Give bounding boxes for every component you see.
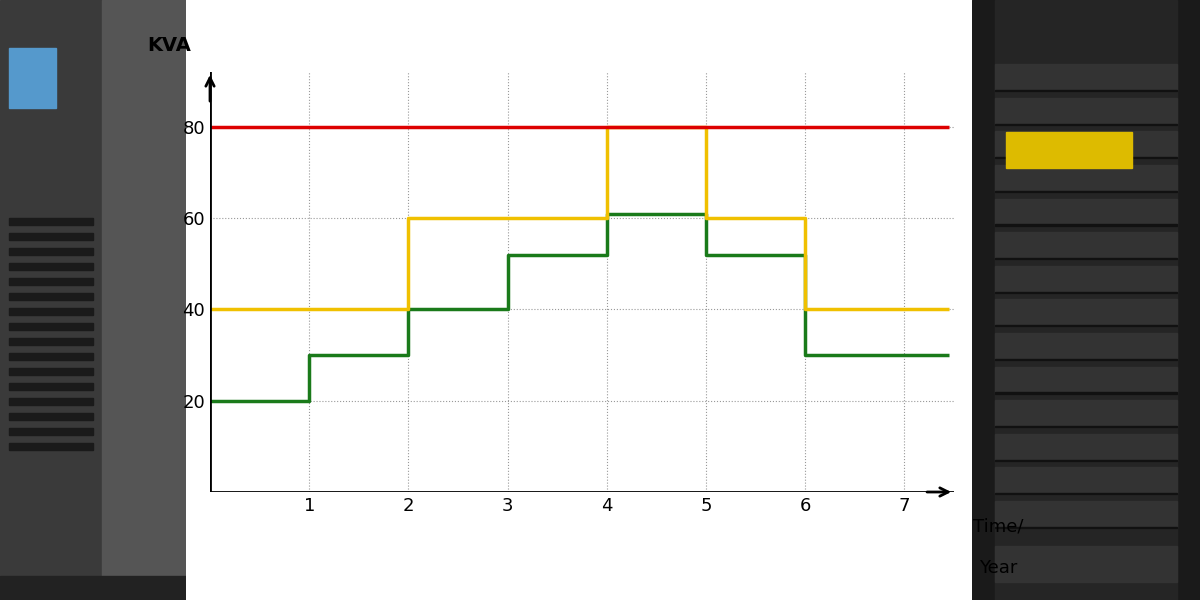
Bar xyxy=(995,266,1177,293)
Bar xyxy=(995,434,1177,461)
Bar xyxy=(995,460,1177,461)
Bar xyxy=(995,64,1177,91)
Bar xyxy=(995,527,1177,528)
Text: Year: Year xyxy=(979,559,1018,577)
Bar xyxy=(10,383,94,390)
Bar xyxy=(995,224,1177,226)
Text: Time/: Time/ xyxy=(973,517,1024,535)
Bar xyxy=(10,368,94,375)
Bar xyxy=(995,299,1177,326)
Bar xyxy=(995,392,1177,394)
Bar xyxy=(995,359,1177,360)
Bar xyxy=(10,323,94,330)
Bar xyxy=(10,353,94,360)
Bar xyxy=(995,400,1177,427)
Bar xyxy=(995,367,1177,394)
Bar xyxy=(10,338,94,345)
Bar xyxy=(10,263,94,270)
Bar xyxy=(10,278,94,285)
Bar xyxy=(995,501,1177,528)
Bar xyxy=(10,428,94,435)
Bar xyxy=(995,98,1177,125)
Bar xyxy=(10,308,94,315)
Bar xyxy=(995,199,1177,226)
Bar xyxy=(995,426,1177,427)
Bar xyxy=(995,258,1177,259)
Bar xyxy=(995,124,1177,125)
Bar xyxy=(995,0,1177,600)
Bar xyxy=(995,165,1177,192)
Bar xyxy=(995,325,1177,326)
Bar xyxy=(995,191,1177,192)
Bar xyxy=(10,398,94,405)
Bar xyxy=(995,157,1177,158)
Bar xyxy=(10,248,94,255)
Bar xyxy=(995,546,1177,582)
Bar xyxy=(995,90,1177,91)
Bar xyxy=(995,292,1177,293)
Bar xyxy=(0,576,186,600)
Bar xyxy=(10,48,55,108)
Bar xyxy=(995,467,1177,494)
Text: KVA: KVA xyxy=(148,36,191,55)
Bar xyxy=(995,493,1177,494)
Bar xyxy=(10,233,94,240)
Bar xyxy=(1007,132,1132,168)
Bar xyxy=(995,232,1177,259)
Bar xyxy=(10,443,94,450)
Bar xyxy=(10,218,94,225)
Legend: Load size, Modular UPS N+, Stand-Alone UPS: Load size, Modular UPS N+, Stand-Alone U… xyxy=(278,593,563,600)
Bar xyxy=(10,413,94,420)
Bar xyxy=(102,0,186,600)
Bar xyxy=(10,293,94,300)
Bar xyxy=(995,131,1177,158)
Bar xyxy=(995,333,1177,360)
